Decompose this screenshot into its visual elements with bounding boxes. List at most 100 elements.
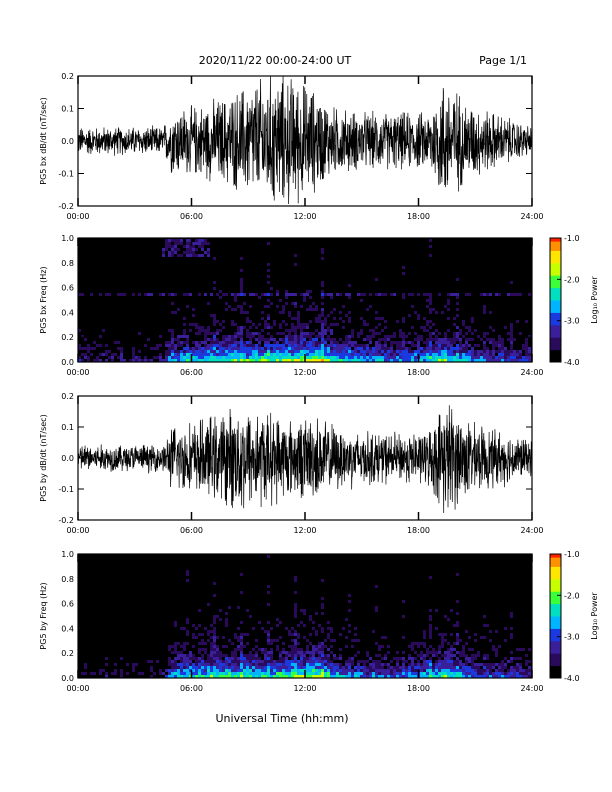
spectrogram-cell <box>105 648 108 651</box>
spectrogram-cell <box>105 353 108 356</box>
spectrogram-cell <box>387 356 390 359</box>
spectrogram-cell <box>186 618 189 621</box>
spectrogram-cell <box>153 284 156 287</box>
spectrogram-cell <box>255 660 258 663</box>
spectrogram-cell <box>213 633 216 636</box>
spectrogram-cell <box>126 573 129 576</box>
spectrogram-cell <box>132 606 135 609</box>
spectrogram-cell <box>237 332 240 335</box>
spectrogram-cell <box>390 338 393 341</box>
spectrogram-cell <box>396 326 399 329</box>
spectrogram-cell <box>192 338 195 341</box>
spectrogram-cell <box>447 239 450 242</box>
spectrogram-cell <box>255 281 258 284</box>
spectrogram-cell <box>267 582 270 585</box>
spectrogram-cell <box>96 329 99 332</box>
spectrogram-cell <box>198 630 201 633</box>
spectrogram-cell <box>453 323 456 326</box>
spectrogram-cell <box>393 257 396 260</box>
spectrogram-cell <box>249 609 252 612</box>
spectrogram-cell <box>192 347 195 350</box>
spectrogram-cell <box>327 353 330 356</box>
spectrogram-cell <box>216 311 219 314</box>
spectrogram-cell <box>258 561 261 564</box>
spectrogram-cell <box>159 669 162 672</box>
spectrogram-cell <box>447 359 450 362</box>
spectrogram-cell <box>414 260 417 263</box>
spectrogram-cell <box>237 338 240 341</box>
spectrogram-cell <box>180 287 183 290</box>
spectrogram-cell <box>456 332 459 335</box>
spectrogram-cell <box>309 666 312 669</box>
spectrogram-cell <box>366 359 369 362</box>
spectrogram-cell <box>156 666 159 669</box>
spectrogram-cell <box>375 347 378 350</box>
spectrogram-cell <box>492 323 495 326</box>
spectrogram-cell <box>321 293 324 296</box>
spectrogram-cell <box>384 326 387 329</box>
spectrogram-cell <box>234 663 237 666</box>
spectrogram-cell <box>444 332 447 335</box>
spectrogram-cell <box>348 275 351 278</box>
spectrogram-cell <box>192 576 195 579</box>
spectrogram-cell <box>522 290 525 293</box>
spectrogram-cell <box>78 654 81 657</box>
spectrogram-cell <box>165 293 168 296</box>
spectrogram-cell <box>300 675 303 678</box>
spectrogram-cell <box>261 663 264 666</box>
spectrogram-cell <box>483 278 486 281</box>
spectrogram-cell <box>366 344 369 347</box>
spectrogram-cell <box>393 347 396 350</box>
spectrogram-cell <box>114 347 117 350</box>
spectrogram-cell <box>294 257 297 260</box>
spectrogram-cell <box>246 561 249 564</box>
spectrogram-cell <box>294 320 297 323</box>
spectrogram-cell <box>132 305 135 308</box>
spectrogram-cell <box>204 594 207 597</box>
spectrogram-cell <box>174 642 177 645</box>
spectrogram-cell <box>120 350 123 353</box>
spectrogram-cell <box>78 290 81 293</box>
spectrogram-cell <box>339 353 342 356</box>
spectrogram-cell <box>228 615 231 618</box>
spectrogram-cell <box>237 341 240 344</box>
spectrogram-cell <box>453 341 456 344</box>
spectrogram-cell <box>432 284 435 287</box>
spectrogram-cell <box>192 654 195 657</box>
spectrogram-cell <box>117 278 120 281</box>
spectrogram-cell <box>285 666 288 669</box>
spectrogram-cell <box>318 314 321 317</box>
spectrogram-cell <box>426 332 429 335</box>
colorbar-segment <box>550 287 561 292</box>
spectrogram-cell <box>228 347 231 350</box>
spectrogram-cell <box>198 621 201 624</box>
spectrogram-cell <box>108 615 111 618</box>
spectrogram-cell <box>447 326 450 329</box>
spectrogram-cell <box>522 344 525 347</box>
spectrogram-cell <box>93 293 96 296</box>
spectrogram-cell <box>180 588 183 591</box>
spectrogram-cell <box>288 633 291 636</box>
spectrogram-cell <box>180 308 183 311</box>
spectrogram-cell <box>306 287 309 290</box>
spectrogram-cell <box>210 612 213 615</box>
spectrogram-cell <box>186 305 189 308</box>
spectrogram-cell <box>495 341 498 344</box>
spectrogram-cell <box>309 657 312 660</box>
spectrogram-cell <box>213 305 216 308</box>
spectrogram-cell <box>516 293 519 296</box>
spectrogram-cell <box>225 317 228 320</box>
spectrogram-cell <box>177 606 180 609</box>
spectrogram-cell <box>273 663 276 666</box>
spectrogram-cell <box>459 332 462 335</box>
spectrogram-cell <box>168 245 171 248</box>
spectrogram-cell <box>288 654 291 657</box>
spectrogram-cell <box>153 582 156 585</box>
spectrogram-cell <box>483 350 486 353</box>
spectrogram-cell <box>489 305 492 308</box>
spectrogram-cell <box>474 305 477 308</box>
spectrogram-cell <box>159 329 162 332</box>
spectrogram-cell <box>78 266 81 269</box>
spectrogram-cell <box>300 669 303 672</box>
spectrogram-cell <box>279 576 282 579</box>
